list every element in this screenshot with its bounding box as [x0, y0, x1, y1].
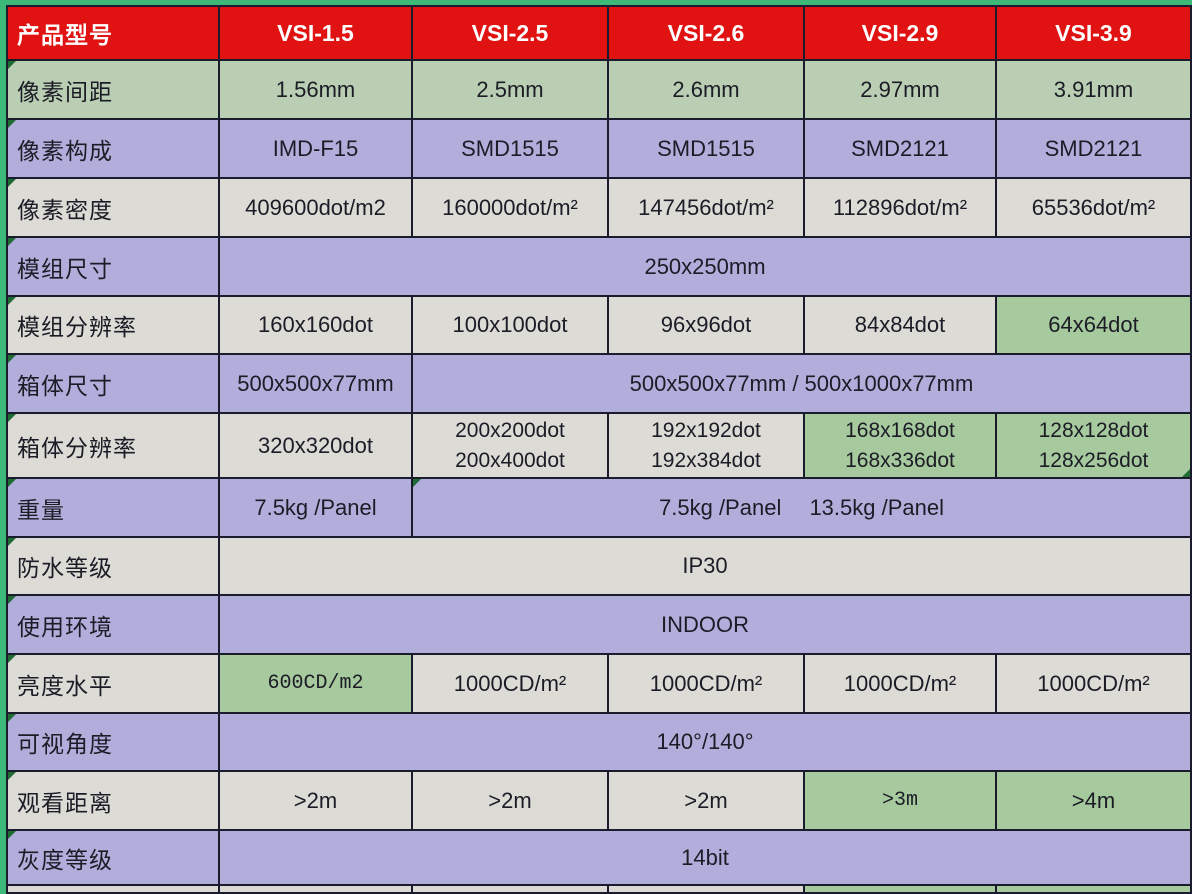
row-label-viewing-angle: 可视角度 [8, 714, 218, 770]
cell-pixel-configuration-vsi39: SMD2121 [997, 120, 1190, 177]
cell-viewing-angle-all: 140°/140° [220, 714, 1190, 770]
column-header-vsi-2-5: VSI-2.5 [413, 7, 607, 59]
cell-brightness-vsi15: 600CD/m2 [220, 655, 411, 712]
cell-pixel-configuration-vsi26: SMD1515 [609, 120, 803, 177]
cell-module-resolution-vsi39: 64x64dot [997, 297, 1190, 353]
cell-viewing-distance-vsi26: >2m [609, 772, 803, 829]
cell-weight-vsi15: 7.5kg /Panel [220, 479, 411, 536]
column-header-vsi-1-5: VSI-1.5 [220, 7, 411, 59]
cell-pixel-density-vsi29: 112896dot/m² [805, 179, 995, 236]
cell-module-resolution-vsi15: 160x160dot [220, 297, 411, 353]
cell-brightness-vsi25: 1000CD/m² [413, 655, 607, 712]
cell-viewing-distance-vsi25: >2m [413, 772, 607, 829]
cell-pixel-pitch-vsi25: 2.5mm [413, 61, 607, 118]
row-label-pixel-density: 像素密度 [8, 179, 218, 236]
cell-pixel-configuration-vsi15: IMD-F15 [220, 120, 411, 177]
cell-grayscale-all: 14bit [220, 831, 1190, 884]
row-label-grayscale: 灰度等级 [8, 831, 218, 884]
cell-weight-others: 7.5kg /Panel 13.5kg /Panel [413, 479, 1190, 536]
cell-pixel-density-vsi25: 160000dot/m² [413, 179, 607, 236]
cell-cabinet-size-others: 500x500x77mm / 500x1000x77mm [413, 355, 1190, 412]
row-label-viewing-distance: 观看距离 [8, 772, 218, 829]
cell-module-resolution-vsi26: 96x96dot [609, 297, 803, 353]
cell-pixel-configuration-vsi25: SMD1515 [413, 120, 607, 177]
cell-pixel-pitch-vsi26: 2.6mm [609, 61, 803, 118]
cell-pixel-density-vsi15: 409600dot/m2 [220, 179, 411, 236]
cell-cabinet-resolution-vsi39: 128x128dot 128x256dot [997, 414, 1190, 477]
cell-pixel-pitch-vsi15: 1.56mm [220, 61, 411, 118]
row-label-cabinet-resolution: 箱体分辨率 [8, 414, 218, 477]
column-header-vsi-3-9: VSI-3.9 [997, 7, 1190, 59]
cell-cabinet-resolution-vsi25: 200x200dot 200x400dot [413, 414, 607, 477]
cell-cabinet-resolution-vsi26: 192x192dot 192x384dot [609, 414, 803, 477]
column-header-vsi-2-9: VSI-2.9 [805, 7, 995, 59]
partial-row-cell [805, 886, 995, 892]
cell-cabinet-resolution-vsi29: 168x168dot 168x336dot [805, 414, 995, 477]
cell-ip-rating-all: IP30 [220, 538, 1190, 594]
row-label-ip-rating: 防水等级 [8, 538, 218, 594]
partial-row-cell [997, 886, 1190, 892]
cell-viewing-distance-vsi15: >2m [220, 772, 411, 829]
cell-module-resolution-vsi25: 100x100dot [413, 297, 607, 353]
cell-cabinet-resolution-vsi15: 320x320dot [220, 414, 411, 477]
cell-brightness-vsi26: 1000CD/m² [609, 655, 803, 712]
partial-row-cell [413, 886, 607, 892]
cell-pixel-pitch-vsi39: 3.91mm [997, 61, 1190, 118]
cell-pixel-density-vsi39: 65536dot/m² [997, 179, 1190, 236]
cell-environment-all: INDOOR [220, 596, 1190, 653]
cell-brightness-vsi39: 1000CD/m² [997, 655, 1190, 712]
column-header-vsi-2-6: VSI-2.6 [609, 7, 803, 59]
product-spec-table: 产品型号 VSI-1.5 VSI-2.5 VSI-2.6 VSI-2.9 VSI… [6, 5, 1192, 894]
partial-row-cell [220, 886, 411, 892]
row-label-environment: 使用环境 [8, 596, 218, 653]
row-label-pixel-configuration: 像素构成 [8, 120, 218, 177]
row-label-module-size: 模组尺寸 [8, 238, 218, 295]
partial-row-cell [609, 886, 803, 892]
cell-module-size-all: 250x250mm [220, 238, 1190, 295]
row-label-pixel-pitch: 像素间距 [8, 61, 218, 118]
cell-viewing-distance-vsi39: >4m [997, 772, 1190, 829]
cell-pixel-pitch-vsi29: 2.97mm [805, 61, 995, 118]
cell-pixel-density-vsi26: 147456dot/m² [609, 179, 803, 236]
row-label-brightness: 亮度水平 [8, 655, 218, 712]
row-label-weight: 重量 [8, 479, 218, 536]
cell-brightness-vsi29: 1000CD/m² [805, 655, 995, 712]
cell-pixel-configuration-vsi29: SMD2121 [805, 120, 995, 177]
row-label-cabinet-size: 箱体尺寸 [8, 355, 218, 412]
header-product-model: 产品型号 [8, 7, 218, 59]
cell-module-resolution-vsi29: 84x84dot [805, 297, 995, 353]
row-label-module-resolution: 模组分辨率 [8, 297, 218, 353]
cell-viewing-distance-vsi29: >3m [805, 772, 995, 829]
cell-cabinet-size-vsi15: 500x500x77mm [220, 355, 411, 412]
partial-row-label-cell [8, 886, 218, 892]
